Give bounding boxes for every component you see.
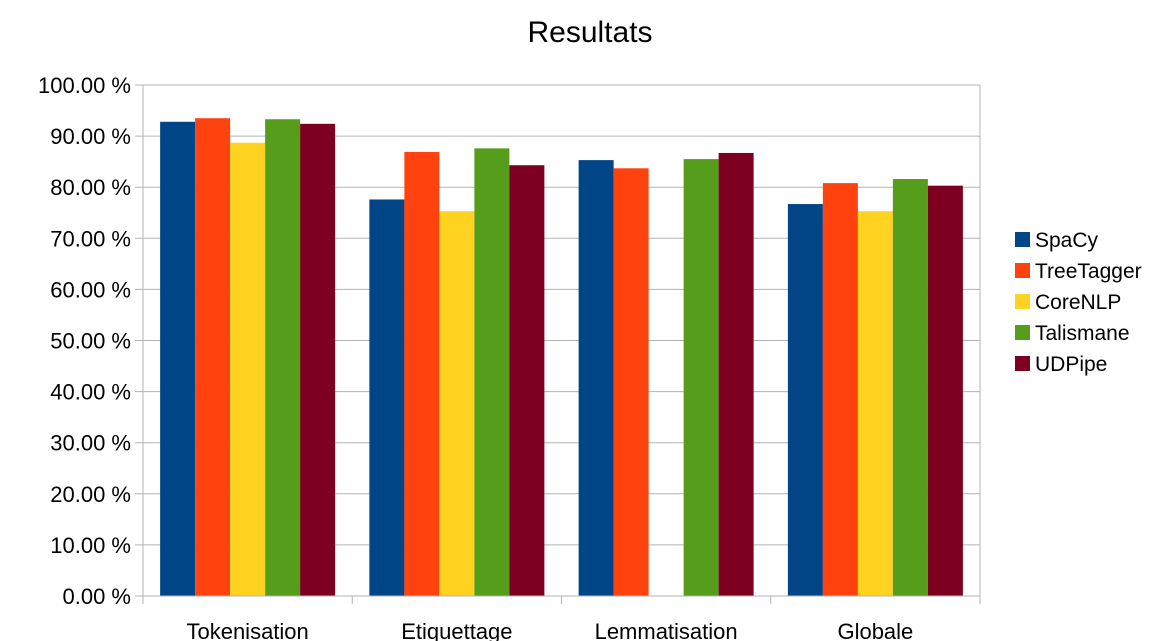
bar bbox=[683, 159, 719, 596]
legend-label: SpaCy bbox=[1035, 229, 1099, 252]
bars bbox=[160, 118, 963, 597]
legend-label: TreeTagger bbox=[1035, 260, 1142, 283]
legend: SpaCy TreeTagger CoreNLP Talismane UDPipe bbox=[1015, 229, 1142, 376]
x-tick-label: Lemmatisation bbox=[595, 619, 738, 641]
bar bbox=[718, 152, 754, 596]
bar bbox=[578, 160, 614, 596]
x-tick-label: Tokenisation bbox=[186, 619, 308, 641]
bar bbox=[369, 199, 405, 597]
bar bbox=[439, 211, 475, 597]
bar bbox=[613, 168, 649, 596]
bar bbox=[230, 142, 266, 597]
y-tick-label: 10.00 % bbox=[50, 533, 131, 558]
legend-label: CoreNLP bbox=[1035, 291, 1121, 314]
legend-swatch bbox=[1015, 325, 1030, 340]
axes bbox=[142, 85, 981, 604]
bar bbox=[195, 118, 231, 596]
y-tick-label: 70.00 % bbox=[50, 226, 131, 251]
x-tick-label: Etiquettage bbox=[401, 619, 512, 641]
bar bbox=[509, 165, 545, 597]
legend-swatch bbox=[1015, 294, 1030, 309]
bar bbox=[404, 151, 440, 597]
bar bbox=[822, 183, 858, 596]
y-tick-label: 0.00 % bbox=[63, 584, 132, 609]
y-tick-label: 90.00 % bbox=[50, 124, 131, 149]
x-axis-labels: Tokenisation Etiquettage Lemmatisation Glob… bbox=[186, 619, 913, 641]
y-tick-label: 30.00 % bbox=[50, 431, 131, 456]
bar bbox=[265, 119, 301, 596]
bar bbox=[892, 179, 928, 597]
y-tick-label: 20.00 % bbox=[50, 482, 131, 507]
bar bbox=[787, 204, 823, 597]
y-tick-label: 60.00 % bbox=[50, 277, 131, 302]
y-tick-label: 80.00 % bbox=[50, 175, 131, 200]
bar bbox=[927, 185, 963, 597]
legend-label: UDPipe bbox=[1035, 353, 1107, 376]
bar bbox=[474, 148, 510, 596]
legend-label: Talismane bbox=[1035, 322, 1130, 345]
legend-swatch bbox=[1015, 356, 1030, 371]
bar bbox=[857, 211, 893, 597]
legend-swatch bbox=[1015, 263, 1030, 278]
legend-swatch bbox=[1015, 232, 1030, 247]
bar bbox=[160, 121, 196, 597]
bar bbox=[300, 123, 336, 596]
y-axis-ticks: 0.00 % 10.00 % 20.00 % 30.00 % 40.00 % 50.00 … bbox=[38, 73, 131, 609]
y-tick-label: 40.00 % bbox=[50, 380, 131, 405]
y-tick-label: 100.00 % bbox=[38, 73, 131, 98]
chart-title: Resultats bbox=[527, 16, 652, 49]
x-tick-label: Globale bbox=[837, 619, 913, 641]
y-tick-label: 50.00 % bbox=[50, 329, 131, 354]
